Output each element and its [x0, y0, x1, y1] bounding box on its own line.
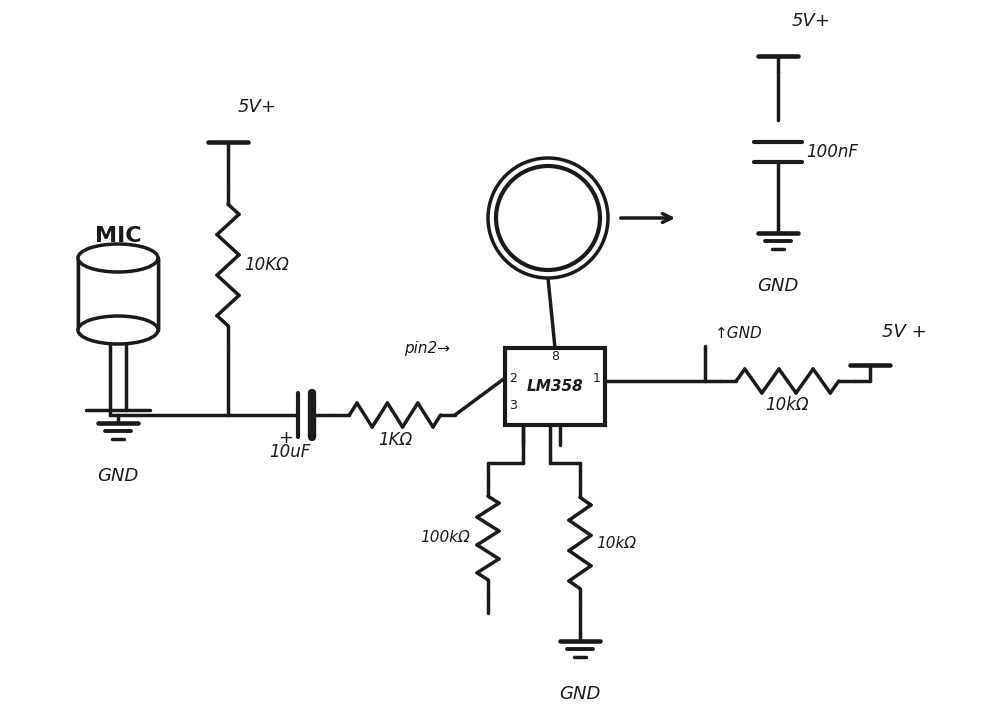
Text: 5V +: 5V +: [882, 323, 927, 341]
Text: 2: 2: [509, 372, 517, 385]
Text: +: +: [278, 429, 293, 447]
Ellipse shape: [78, 244, 158, 272]
Text: LM358: LM358: [527, 378, 583, 393]
Text: GND: GND: [559, 685, 601, 703]
Circle shape: [496, 166, 600, 270]
Text: MIC: MIC: [95, 226, 141, 246]
Text: pin2→: pin2→: [404, 341, 450, 356]
Text: GND: GND: [97, 467, 139, 485]
Text: 5V+: 5V+: [792, 12, 831, 30]
Text: 100kΩ: 100kΩ: [420, 531, 470, 546]
Text: 10kΩ: 10kΩ: [765, 396, 809, 414]
Text: ↑GND: ↑GND: [715, 326, 763, 341]
Text: 3: 3: [509, 398, 517, 412]
Bar: [78, 258, 158, 330]
Text: 10kΩ: 10kΩ: [596, 536, 636, 551]
Text: 10KΩ: 10KΩ: [244, 256, 289, 274]
Text: GND: GND: [757, 277, 799, 295]
Ellipse shape: [78, 316, 158, 344]
Text: 8: 8: [551, 350, 559, 363]
Text: 1KΩ: 1KΩ: [378, 431, 412, 449]
Text: 5V+: 5V+: [528, 201, 568, 219]
Bar: [505, 348, 605, 425]
Text: 100nF: 100nF: [806, 143, 858, 161]
Text: 10uF: 10uF: [269, 443, 311, 461]
Circle shape: [488, 158, 608, 278]
Text: 5V+: 5V+: [238, 98, 277, 116]
Text: 1: 1: [593, 372, 601, 385]
